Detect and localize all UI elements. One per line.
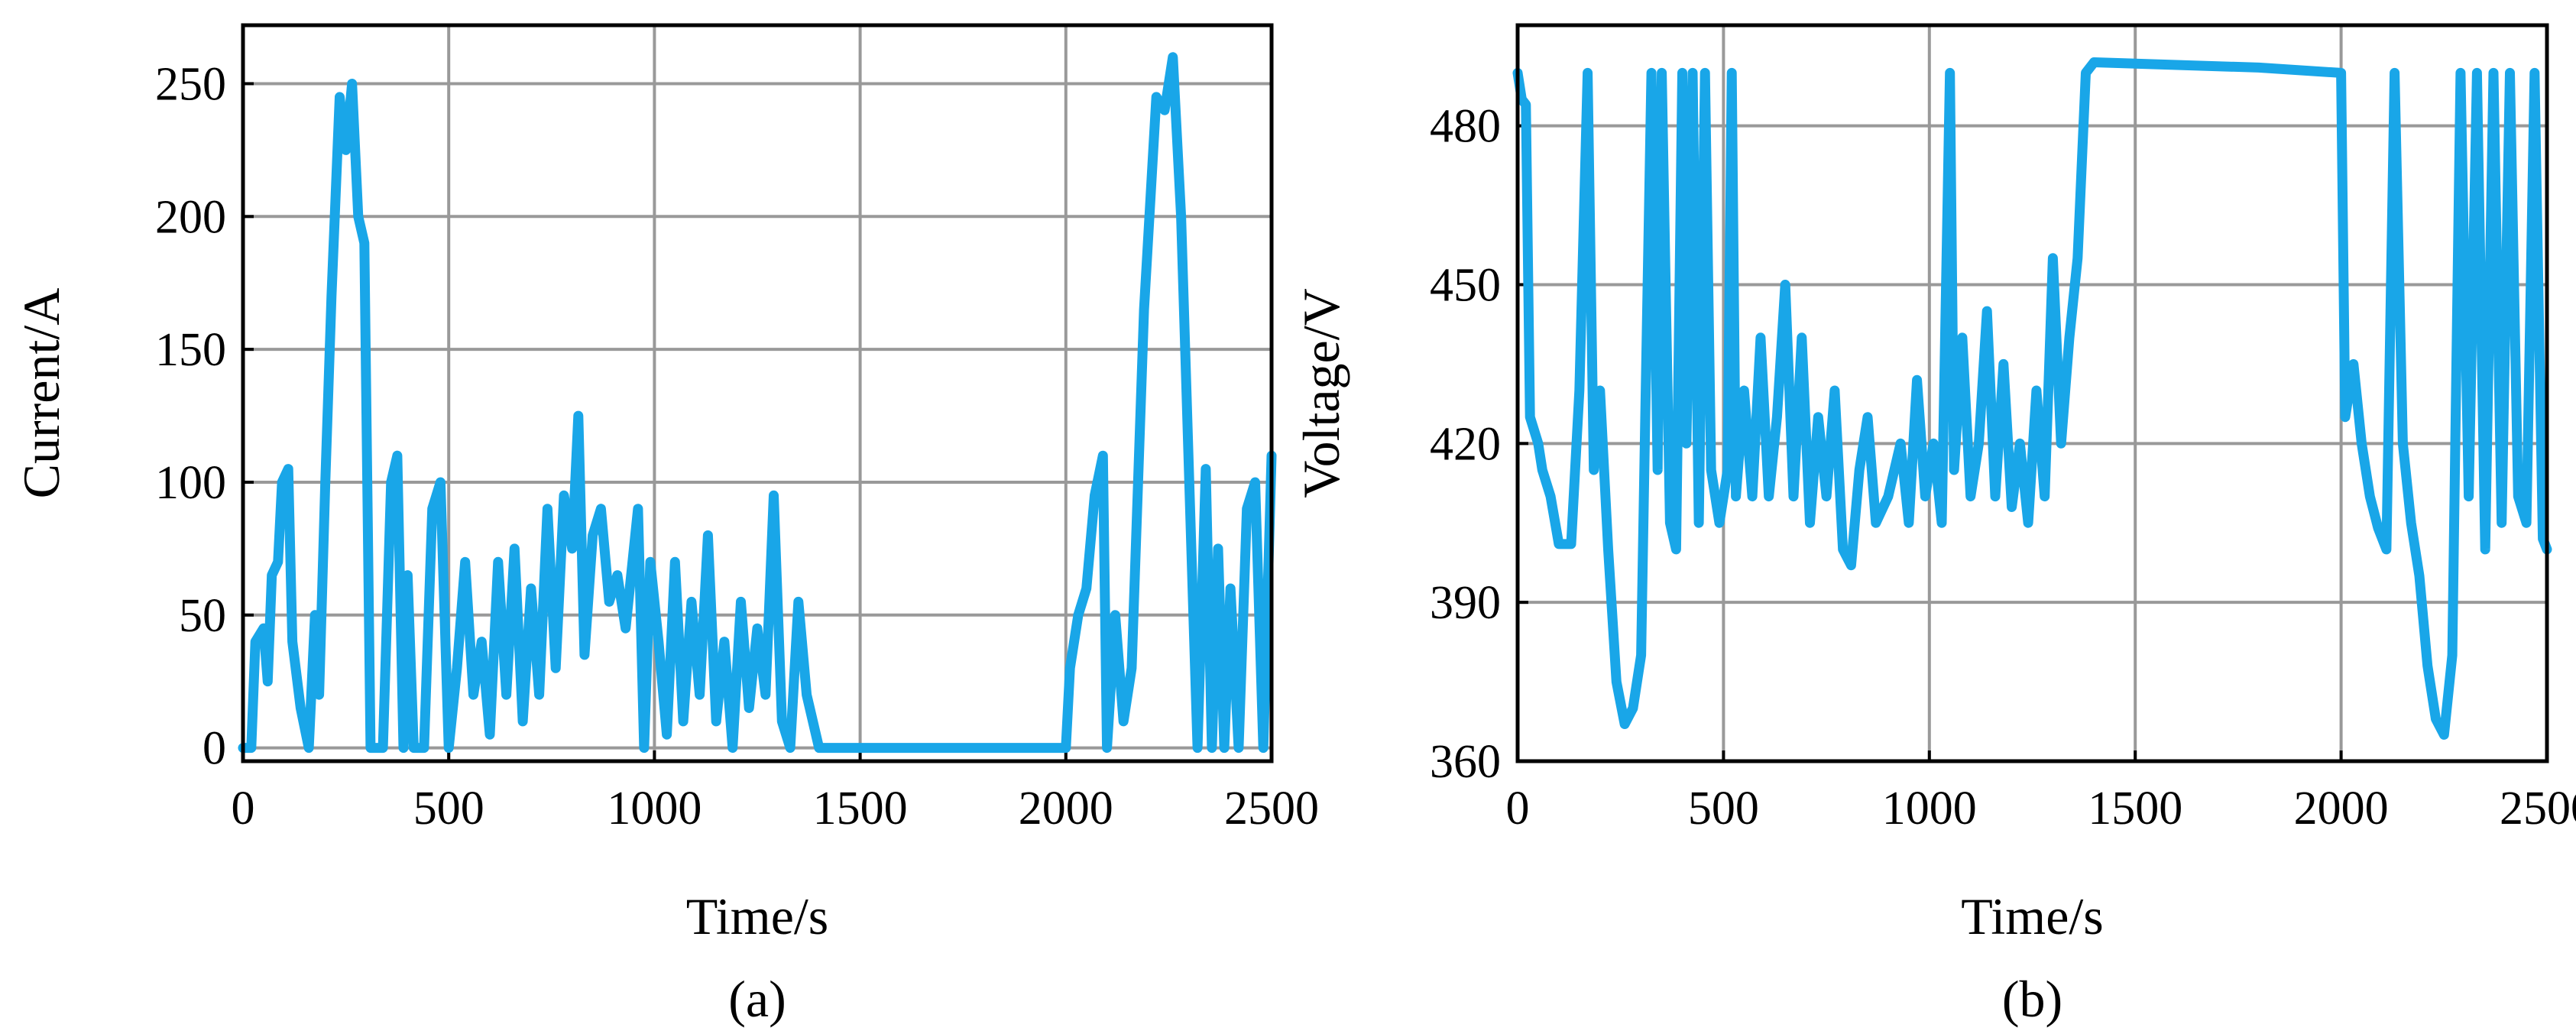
plot-frame — [1515, 23, 2549, 763]
y-tick-label: 50 — [179, 590, 226, 642]
x-tick-label: 2500 — [1224, 783, 1319, 835]
x-tick-label: 0 — [232, 783, 255, 835]
y-tick-label: 420 — [1430, 418, 1501, 470]
y-tick-label: 0 — [203, 723, 226, 775]
x-tick-label: 1500 — [813, 783, 908, 835]
x-tick-label: 2000 — [2294, 783, 2389, 835]
x-axis-title: Time/s — [1961, 887, 2103, 945]
y-tick-label: 100 — [155, 457, 226, 509]
x-axis-title: Time/s — [686, 887, 828, 945]
y-tick-label: 450 — [1430, 259, 1501, 311]
x-tick-label: 1500 — [2088, 783, 2182, 835]
y-tick-label: 480 — [1430, 101, 1501, 153]
y-tick-label: 150 — [155, 324, 226, 376]
caption: (b) — [2002, 970, 2062, 1028]
data-line — [1512, 57, 2552, 740]
caption: (a) — [728, 970, 786, 1028]
x-tick-label: 1000 — [1882, 783, 1977, 835]
x-tick-label: 2500 — [2500, 783, 2576, 835]
x-tick-label: 0 — [1506, 783, 1530, 835]
y-tick-label: 390 — [1430, 577, 1501, 629]
x-tick-label: 1000 — [607, 783, 702, 835]
data-line — [238, 52, 1277, 754]
plot-frame — [241, 23, 1274, 763]
y-tick-label: 200 — [155, 191, 226, 243]
y-tick-label: 250 — [155, 58, 226, 110]
x-tick-label: 2000 — [1019, 783, 1113, 835]
y-axis-title: Current/A — [12, 288, 70, 499]
x-tick-label: 500 — [1688, 783, 1759, 835]
x-tick-label: 500 — [413, 783, 484, 835]
y-tick-label: 360 — [1430, 736, 1501, 788]
y-axis-title: Voltage/V — [1292, 288, 1350, 498]
